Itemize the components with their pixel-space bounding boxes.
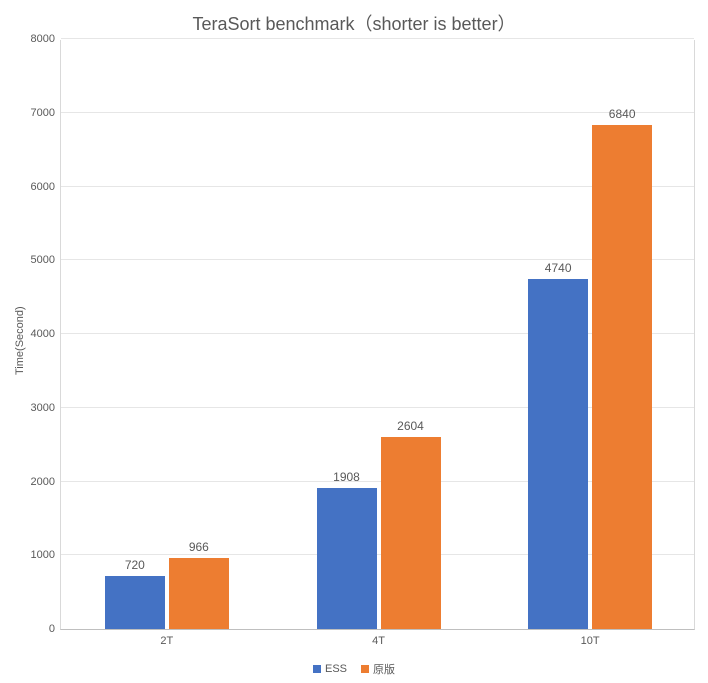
gridline [61,38,694,39]
bar-value-label: 6840 [609,107,636,125]
y-tick-label: 7000 [31,107,61,119]
plot-area: 0100020003000400050006000700080007209662… [60,40,695,630]
x-tick-label: 4T [372,629,385,647]
bar: 966 [169,558,229,629]
x-tick-label: 2T [160,629,173,647]
legend-label: 原版 [373,661,395,677]
bar: 1908 [317,488,377,629]
y-tick-label: 4000 [31,328,61,340]
y-tick-label: 3000 [31,402,61,414]
bar-value-label: 720 [125,558,145,576]
bar-group: 720966 [105,40,229,629]
bar: 6840 [592,125,652,629]
legend-swatch [313,665,321,673]
bar: 4740 [528,279,588,629]
chart-title: TeraSort benchmark（shorter is better） [0,10,708,36]
y-tick-label: 0 [49,623,61,635]
legend-label: ESS [325,663,347,675]
bar-group: 19082604 [317,40,441,629]
x-tick-label: 10T [581,629,600,647]
y-tick-label: 2000 [31,476,61,488]
bar-value-label: 966 [189,540,209,558]
bar-group: 47406840 [528,40,652,629]
y-tick-label: 8000 [31,33,61,45]
legend-item: ESS [313,663,347,675]
y-axis-label: Time(Second) [14,306,26,375]
legend-swatch [361,665,369,673]
bar: 2604 [381,437,441,629]
y-tick-label: 1000 [31,549,61,561]
bar-value-label: 4740 [545,261,572,279]
bar: 720 [105,576,165,629]
bar-value-label: 2604 [397,419,424,437]
y-tick-label: 6000 [31,181,61,193]
y-tick-label: 5000 [31,254,61,266]
legend: ESS 原版 [0,661,708,677]
bar-value-label: 1908 [333,470,360,488]
legend-item: 原版 [361,661,395,677]
chart-container: TeraSort benchmark（shorter is better） 01… [0,0,708,683]
